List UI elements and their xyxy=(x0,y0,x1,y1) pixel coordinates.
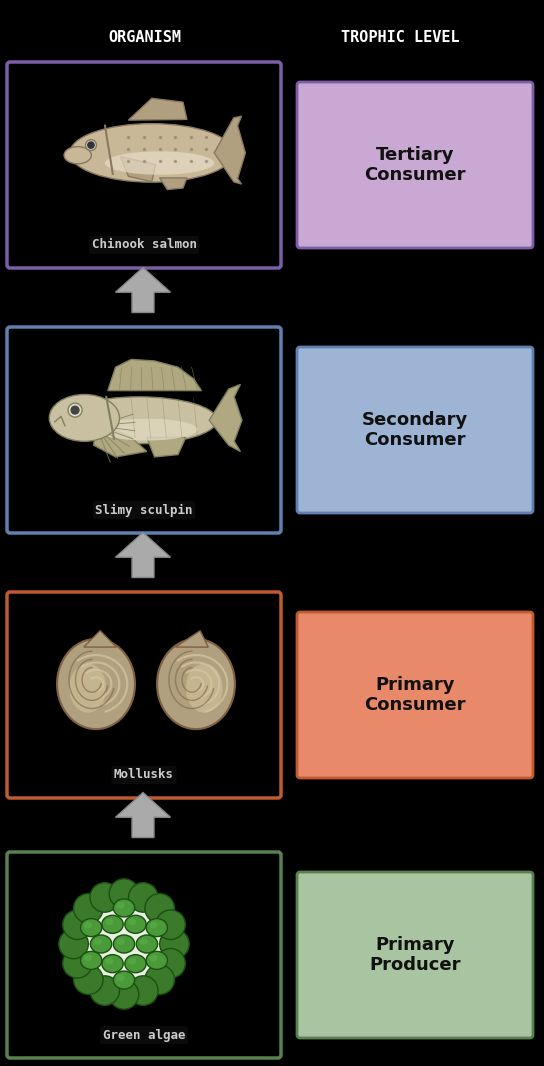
Ellipse shape xyxy=(116,974,125,981)
Text: TROPHIC LEVEL: TROPHIC LEVEL xyxy=(341,31,459,46)
Ellipse shape xyxy=(128,958,137,965)
Polygon shape xyxy=(115,533,170,578)
FancyBboxPatch shape xyxy=(297,872,533,1038)
FancyBboxPatch shape xyxy=(297,612,533,778)
Text: Slimy sculpin: Slimy sculpin xyxy=(95,503,193,517)
Ellipse shape xyxy=(113,971,135,989)
Polygon shape xyxy=(209,385,242,451)
Polygon shape xyxy=(176,631,208,647)
Circle shape xyxy=(59,930,88,958)
Ellipse shape xyxy=(150,955,158,962)
Circle shape xyxy=(68,403,82,417)
Ellipse shape xyxy=(50,394,120,441)
Text: Chinook salmon: Chinook salmon xyxy=(91,239,196,252)
Ellipse shape xyxy=(81,919,102,937)
Text: Primary
Consumer: Primary Consumer xyxy=(364,676,466,714)
Polygon shape xyxy=(115,268,170,312)
Polygon shape xyxy=(128,98,187,120)
Ellipse shape xyxy=(64,147,91,164)
Ellipse shape xyxy=(113,899,135,917)
Ellipse shape xyxy=(186,663,222,713)
Circle shape xyxy=(88,142,94,148)
Text: Secondary
Consumer: Secondary Consumer xyxy=(362,410,468,450)
Circle shape xyxy=(73,965,103,995)
Ellipse shape xyxy=(102,916,123,934)
Ellipse shape xyxy=(105,919,113,925)
Ellipse shape xyxy=(90,935,112,953)
Ellipse shape xyxy=(125,916,146,934)
Circle shape xyxy=(85,140,96,150)
Ellipse shape xyxy=(140,938,148,944)
Ellipse shape xyxy=(146,919,168,937)
Text: Primary
Producer: Primary Producer xyxy=(369,936,461,974)
Ellipse shape xyxy=(116,938,125,944)
Circle shape xyxy=(160,930,189,958)
Polygon shape xyxy=(159,178,187,190)
Ellipse shape xyxy=(137,935,158,953)
Ellipse shape xyxy=(105,958,113,965)
Circle shape xyxy=(71,406,79,414)
Circle shape xyxy=(109,878,139,908)
Polygon shape xyxy=(115,792,170,838)
Circle shape xyxy=(66,886,182,1002)
FancyBboxPatch shape xyxy=(7,852,281,1057)
Ellipse shape xyxy=(94,938,102,944)
FancyBboxPatch shape xyxy=(7,592,281,798)
Circle shape xyxy=(156,910,186,939)
Circle shape xyxy=(90,975,120,1005)
Ellipse shape xyxy=(81,951,102,969)
Ellipse shape xyxy=(96,419,197,440)
Ellipse shape xyxy=(61,397,217,443)
Ellipse shape xyxy=(105,151,214,175)
Text: Green algae: Green algae xyxy=(103,1029,186,1041)
Ellipse shape xyxy=(150,922,158,928)
Ellipse shape xyxy=(84,922,92,928)
Ellipse shape xyxy=(57,639,135,729)
Polygon shape xyxy=(94,422,147,457)
Polygon shape xyxy=(214,116,245,184)
Circle shape xyxy=(128,975,158,1005)
Circle shape xyxy=(145,893,175,923)
FancyBboxPatch shape xyxy=(297,348,533,513)
Text: Mollusks: Mollusks xyxy=(114,769,174,781)
Ellipse shape xyxy=(70,124,234,182)
Polygon shape xyxy=(84,631,116,647)
Text: ORGANISM: ORGANISM xyxy=(108,31,182,46)
Circle shape xyxy=(156,949,186,979)
Polygon shape xyxy=(147,437,186,457)
Text: Tertiary
Consumer: Tertiary Consumer xyxy=(364,146,466,184)
Circle shape xyxy=(73,893,103,923)
Ellipse shape xyxy=(157,639,235,729)
Ellipse shape xyxy=(84,955,92,962)
Circle shape xyxy=(128,883,158,912)
Ellipse shape xyxy=(125,955,146,972)
Circle shape xyxy=(63,949,92,979)
FancyBboxPatch shape xyxy=(297,82,533,248)
Ellipse shape xyxy=(102,955,123,972)
Ellipse shape xyxy=(69,663,106,713)
Ellipse shape xyxy=(128,919,137,925)
Ellipse shape xyxy=(146,951,168,969)
Circle shape xyxy=(145,965,175,995)
FancyBboxPatch shape xyxy=(7,62,281,268)
Circle shape xyxy=(90,883,120,912)
FancyBboxPatch shape xyxy=(7,327,281,533)
Ellipse shape xyxy=(113,935,135,953)
Ellipse shape xyxy=(116,902,125,908)
Circle shape xyxy=(63,910,92,939)
Polygon shape xyxy=(108,359,201,390)
Circle shape xyxy=(109,980,139,1010)
Polygon shape xyxy=(121,157,156,182)
